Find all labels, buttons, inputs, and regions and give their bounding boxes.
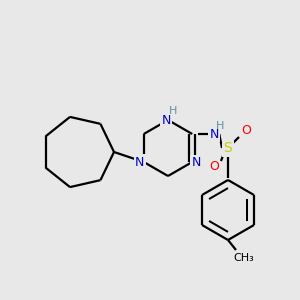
Text: N: N xyxy=(192,157,201,169)
Text: N: N xyxy=(210,128,219,140)
Text: S: S xyxy=(224,141,232,155)
Text: O: O xyxy=(209,160,219,173)
Text: H: H xyxy=(216,121,224,131)
Text: H: H xyxy=(169,106,177,116)
Text: CH₃: CH₃ xyxy=(234,253,254,263)
Text: O: O xyxy=(241,124,251,137)
Text: N: N xyxy=(161,113,171,127)
Text: N: N xyxy=(135,155,144,169)
